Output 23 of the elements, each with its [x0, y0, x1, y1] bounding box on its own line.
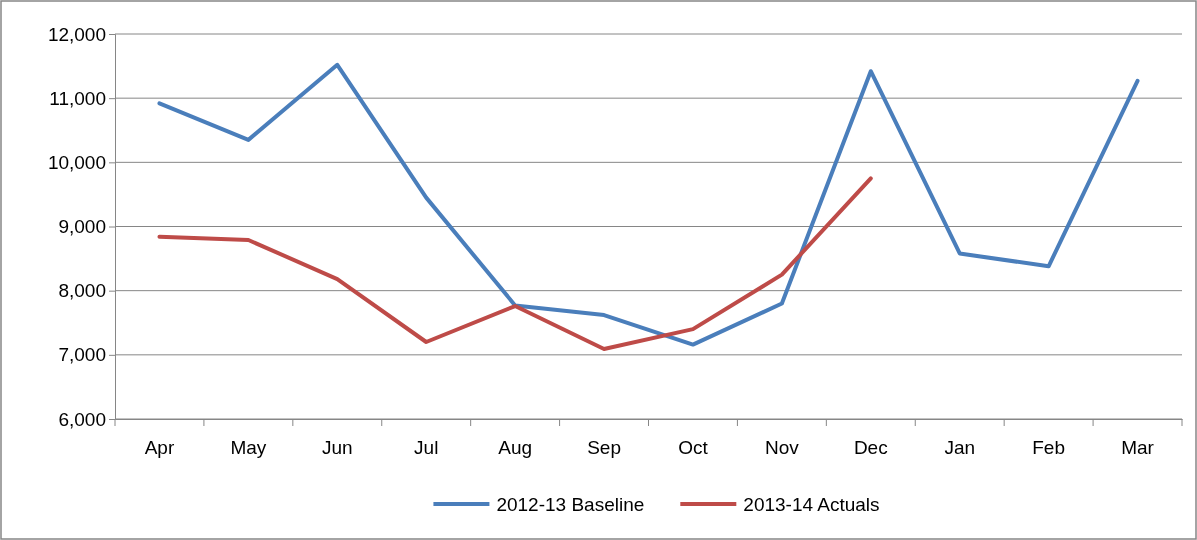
x-tick-label: May — [230, 437, 267, 459]
x-tick-label: Feb — [1032, 437, 1065, 459]
y-tick-label: 9,000 — [58, 216, 106, 238]
x-tick-label: Jan — [944, 437, 976, 459]
x-tick-label: Oct — [678, 437, 709, 459]
x-tick-label: Dec — [853, 437, 888, 459]
x-tick-label: Sep — [587, 437, 621, 459]
y-tick-label: 8,000 — [58, 280, 106, 302]
y-tick-label: 11,000 — [49, 87, 106, 109]
y-tick-label: 10,000 — [47, 151, 106, 173]
x-tick-label: Nov — [764, 437, 800, 459]
y-tick-label: 7,000 — [58, 344, 106, 366]
x-tick-label: Jul — [414, 437, 439, 459]
x-tick-label: Mar — [1121, 437, 1155, 459]
line-series — [157, 62, 1140, 347]
y-tick-label: 12,000 — [47, 23, 106, 45]
x-tick-label: Jun — [321, 437, 353, 459]
x-tick-label: Aug — [498, 437, 533, 459]
line-series — [157, 176, 873, 352]
y-tick-label: 6,000 — [58, 408, 106, 430]
legend-label: 2013-14 Actuals — [743, 494, 880, 515]
legend-label: 2012-13 Baseline — [496, 494, 645, 515]
x-tick-label: Apr — [144, 437, 175, 459]
